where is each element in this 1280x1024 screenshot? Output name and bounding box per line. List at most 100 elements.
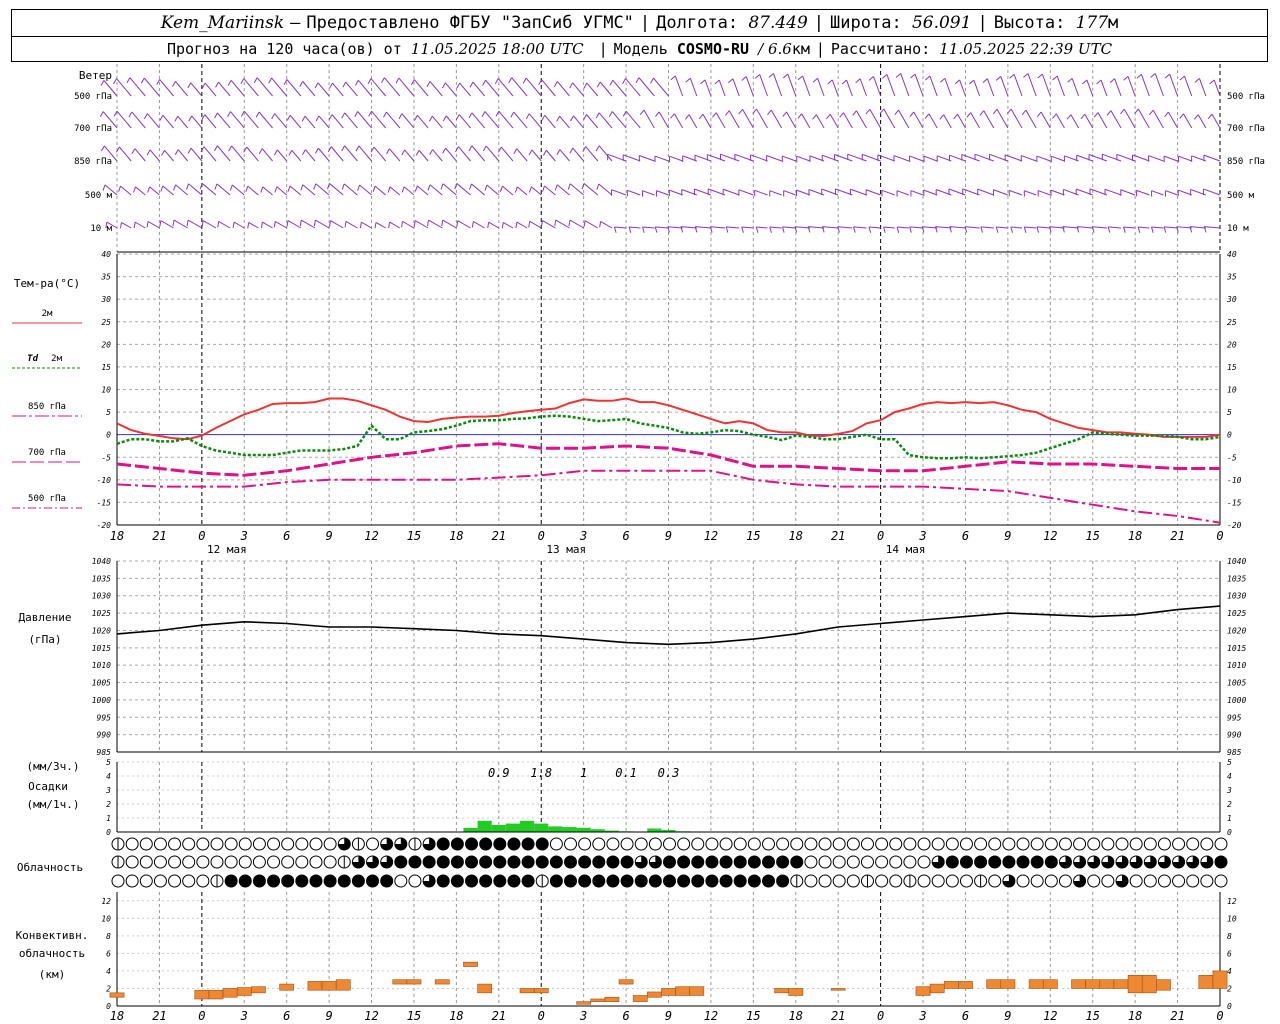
wind-barb (974, 153, 994, 162)
conv-tick-left: 6 (106, 949, 111, 958)
wind-barb (846, 79, 853, 97)
wind-barb (371, 110, 387, 129)
wind-barb (218, 220, 231, 229)
wind-barb (759, 74, 768, 97)
precip-bar (505, 823, 521, 832)
cloud-fill (352, 856, 365, 868)
conv-hour-label: 3 (579, 1009, 587, 1023)
wind-level-label-left: 500 м (85, 191, 113, 201)
cloud-fill (352, 875, 365, 887)
wind-barb-feather (635, 77, 640, 84)
wind-barb (718, 79, 726, 97)
cloud-fill (423, 875, 436, 888)
wind-level-label-right: 700 гПа (1227, 124, 1265, 134)
wind-barb (230, 80, 245, 97)
wind-barb-feather (728, 78, 734, 84)
wind-barb-feather (213, 145, 218, 152)
wind-barb-feather (299, 219, 302, 227)
wind-barb-feather (583, 82, 588, 89)
wind-barb-feather (514, 186, 518, 193)
date-label: 12 мая (207, 543, 247, 556)
wind-barb (315, 183, 330, 196)
wind-barb (1025, 109, 1037, 129)
cloud-cover-icon (224, 855, 238, 869)
cloud-cover-icon (804, 855, 818, 869)
wind-barb (909, 226, 924, 229)
wind-barb-feather (1066, 114, 1072, 120)
wind-barb (642, 190, 655, 196)
wind-barb (787, 73, 797, 97)
wind-barb (843, 112, 853, 129)
cloud-fill (465, 856, 478, 868)
wind-barb (1132, 154, 1150, 162)
wind-barb-feather (383, 111, 387, 118)
wind-barb-feather (738, 108, 743, 115)
wind-barb-feather (1049, 226, 1052, 233)
wind-barb-feather (837, 226, 840, 233)
wind-barb (970, 112, 981, 129)
cloud-cover-icon (578, 837, 592, 851)
temp-hour-label: 18 (110, 529, 124, 543)
wind-barb (106, 221, 118, 229)
wind-barb (1167, 111, 1179, 129)
wind-barb-feather (105, 222, 108, 229)
cloud-cover-icon (366, 837, 380, 851)
lon-label: Долгота: (656, 13, 739, 33)
wind-barb (865, 189, 881, 196)
temp-tick-left: -15 (97, 498, 112, 507)
conv-hour-label: 15 (407, 1009, 421, 1023)
conv-bar (236, 987, 252, 996)
wind-barb-feather (315, 115, 320, 122)
temp-tick-right: 35 (1226, 273, 1237, 282)
wind-barb (256, 77, 273, 97)
wind-barb-feather (174, 115, 179, 122)
wind-barb-feather (286, 220, 289, 227)
wind-barb-feather (140, 77, 145, 84)
temp-tick-left: -20 (97, 521, 112, 530)
wind-barb-feather (896, 226, 900, 233)
wind-barb (173, 219, 188, 229)
cloud-cover-icon (238, 837, 252, 851)
conv-hour-label: 12 (1043, 1009, 1057, 1023)
wind-barb-feather (370, 146, 375, 153)
temp-tick-right: -20 (1227, 521, 1242, 530)
cloud-fill (1073, 856, 1086, 868)
wind-barb-feather (1164, 73, 1170, 79)
wind-barb (217, 112, 231, 129)
conv-bar (576, 1001, 592, 1005)
cloud-cover-icon (182, 855, 196, 869)
precip-bar (590, 829, 605, 832)
wind-barb-feather (1163, 226, 1167, 233)
cloud-fill (479, 838, 492, 850)
wind-barb (741, 226, 754, 229)
conv-hour-label: 0 (538, 1009, 545, 1023)
wind-barb-feather (1021, 109, 1027, 116)
conv-bar (1071, 979, 1086, 989)
wind-barb-feather (368, 110, 373, 117)
cloud-fill (932, 856, 945, 868)
cloud-fill (451, 838, 464, 850)
wind-barb-feather (427, 219, 429, 227)
cloud-fill (1116, 875, 1129, 888)
wind-barb-feather (273, 149, 278, 156)
wind-barb (1055, 113, 1065, 129)
wind-barb (398, 77, 415, 97)
cloud-fill (380, 856, 393, 868)
provider-text: Предоставлено ФГБУ "ЗапСиб УГМС" (306, 13, 634, 33)
wind-barb-feather (953, 113, 958, 120)
wind-barb-feather (501, 222, 504, 229)
wind-barb (936, 155, 952, 162)
wind-barb (175, 184, 189, 196)
wind-barb (949, 154, 966, 162)
wind-barb (732, 78, 740, 97)
conv-title-1: Конвективн. (16, 929, 89, 942)
cloud-cover-icon (408, 874, 422, 888)
cloud-cover-icon (295, 837, 309, 851)
cloud-cover-icon (1030, 874, 1044, 888)
wind-barb (121, 221, 132, 229)
cloud-fill (649, 875, 662, 887)
conv-title-2: облачность (19, 947, 85, 960)
wind-barb-feather (214, 183, 218, 190)
wind-barb (822, 154, 839, 162)
wind-barb (456, 183, 471, 196)
